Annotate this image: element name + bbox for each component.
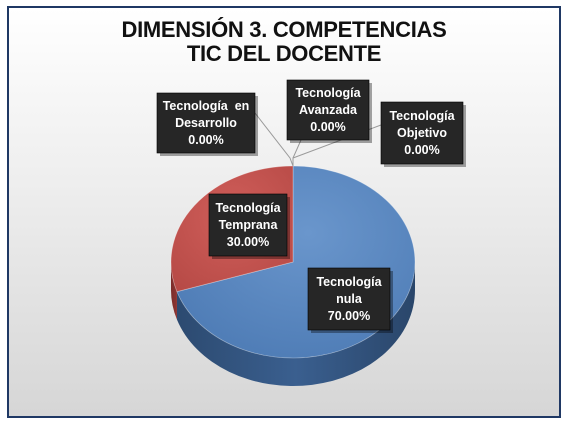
leader-line-tecnolog-a-avanzada [292,139,302,166]
pie-side-tecnolog-a-nula [176,262,415,386]
data-label-tecnolog-a-en-desarrollo: Tecnología en Desarrollo 0.00% [156,92,258,156]
data-label-value: 30.00% [227,235,269,249]
data-label-value: 0.00% [310,120,345,134]
chart-title-line-1: DIMENSIÓN 3. COMPETENCIAS [121,17,447,42]
data-label-tecnolog-a-temprana: Tecnología Temprana 30.00% [208,193,290,259]
data-label-category: Avanzada [299,103,358,117]
chart-title-line-2: TIC DEL DOCENTE [186,41,382,66]
pie-side-tecnolog-a-temprana [171,262,177,320]
data-label-tecnolog-a-avanzada: Tecnología Avanzada 0.00% [286,79,372,143]
data-label-box [286,79,370,141]
data-label-box [208,193,288,257]
data-label-tecnolog-a-objetivo: Tecnología Objetivo 0.00% [380,101,466,167]
data-label-tecnolog-a-nula: Tecnología nula 70.00% [307,267,393,333]
leader-line-tecnolog-a-en-desarrollo [254,112,294,167]
data-label-category: Objetivo [397,126,447,140]
data-labels: Tecnología nula 70.00% Tecnología Temprana 30… [156,79,466,333]
pie-side-walls [171,262,415,386]
chart-title: DIMENSIÓN 3. COMPETENCIAS TIC DEL DOCENT… [9,18,559,66]
data-label-category: Desarrollo [175,116,237,130]
data-label-category: nula [336,292,363,306]
data-label-category: Tecnología [389,109,455,123]
data-label-box [307,267,391,331]
data-label-value: 70.00% [328,309,370,323]
data-label-category: Tecnología en [163,99,250,113]
data-label-category: Temprana [219,218,279,232]
data-label-box [156,92,256,154]
data-label-value: 0.00% [404,143,439,157]
data-label-category: Tecnología [295,86,361,100]
data-label-category: Tecnología [215,201,281,215]
data-label-box [380,101,464,165]
data-label-value: 0.00% [188,133,223,147]
data-label-category: Tecnología [316,275,382,289]
